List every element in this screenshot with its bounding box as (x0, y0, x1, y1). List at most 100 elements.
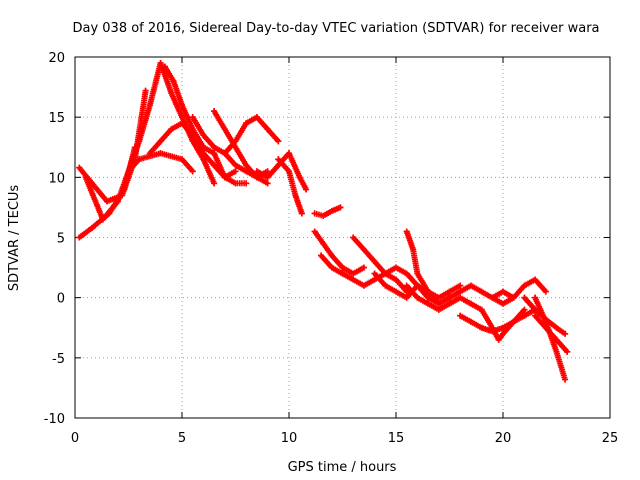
data-point (104, 198, 111, 205)
data-point (350, 270, 357, 277)
data-point (157, 138, 164, 145)
data-point (371, 270, 378, 277)
data-point (500, 288, 506, 295)
data-point (435, 294, 442, 301)
data-point (211, 144, 218, 151)
data-point (114, 198, 121, 205)
data-point (360, 246, 367, 253)
y-tick-label: 15 (48, 111, 65, 126)
data-point (243, 180, 250, 187)
data-point (275, 138, 282, 145)
data-point (200, 150, 207, 157)
data-point (542, 318, 549, 325)
y-tick-label: 10 (48, 171, 65, 186)
series-s11 (275, 156, 305, 217)
data-point (221, 126, 228, 133)
data-point (264, 126, 271, 133)
data-point (425, 288, 432, 295)
data-point (457, 312, 464, 319)
data-point (425, 300, 432, 307)
data-point (320, 212, 327, 219)
series-s19 (425, 282, 517, 307)
x-tick-label: 5 (178, 431, 186, 446)
data-point (425, 294, 432, 301)
data-point (168, 126, 175, 133)
data-point (125, 168, 132, 175)
series-s25 (532, 294, 569, 383)
data-point (521, 294, 528, 301)
y-tick-label: 5 (57, 232, 65, 247)
data-point (264, 180, 271, 187)
data-point (532, 276, 539, 283)
data-point (403, 288, 410, 295)
data-point (253, 168, 260, 175)
data-point (328, 264, 335, 271)
data-point (532, 312, 539, 319)
data-point (350, 234, 357, 241)
data-point (457, 282, 464, 289)
data-point (179, 156, 185, 163)
data-point (211, 150, 218, 157)
data-point (500, 300, 506, 307)
data-point (495, 336, 502, 343)
data-point (562, 376, 569, 383)
data-point (339, 264, 346, 271)
data-point (232, 180, 239, 187)
data-point (243, 120, 250, 127)
data-point (232, 138, 239, 145)
series-s14 (318, 252, 410, 295)
data-point (553, 324, 560, 331)
data-point (414, 294, 421, 301)
data-point (253, 174, 260, 181)
data-point (311, 210, 318, 217)
data-point (211, 162, 218, 169)
y-tick-label: -10 (44, 412, 65, 427)
data-point (393, 264, 399, 271)
series-s21 (478, 306, 528, 343)
chart-title: Day 038 of 2016, Sidereal Day-to-day VTE… (72, 21, 599, 36)
data-point (243, 162, 250, 169)
plot-frame (74, 56, 611, 419)
data-point (99, 216, 106, 223)
data-point (264, 174, 271, 181)
data-point (478, 288, 485, 295)
data-point (179, 120, 185, 127)
data-point (232, 162, 239, 169)
data-point (457, 294, 464, 301)
data-point (292, 192, 299, 199)
data-point (286, 168, 292, 175)
data-point (360, 282, 367, 289)
data-point (76, 164, 83, 171)
data-point (414, 282, 421, 289)
data-point (232, 144, 239, 151)
data-point (489, 324, 496, 331)
data-point (170, 78, 177, 85)
data-point (286, 150, 292, 157)
data-point (467, 318, 474, 325)
data-point (371, 276, 378, 283)
y-tick-label: 20 (48, 51, 65, 66)
data-point (382, 282, 389, 289)
data-point (467, 282, 474, 289)
data-point (82, 174, 89, 181)
data-point (311, 228, 318, 235)
data-point (76, 234, 83, 241)
data-point (189, 132, 196, 139)
data-point (562, 330, 569, 337)
data-point (403, 270, 410, 277)
data-point (393, 288, 399, 295)
data-point (221, 174, 228, 181)
data-point (553, 348, 560, 355)
data-point (146, 102, 153, 109)
data-point (318, 252, 325, 259)
data-point (457, 288, 464, 295)
data-point (157, 150, 164, 157)
data-point (446, 288, 453, 295)
data-point (136, 156, 143, 163)
data-point (403, 228, 410, 235)
x-axis-label: GPS time / hours (288, 460, 397, 475)
data-point (161, 63, 168, 70)
data-point (435, 300, 442, 307)
data-point (446, 294, 453, 301)
